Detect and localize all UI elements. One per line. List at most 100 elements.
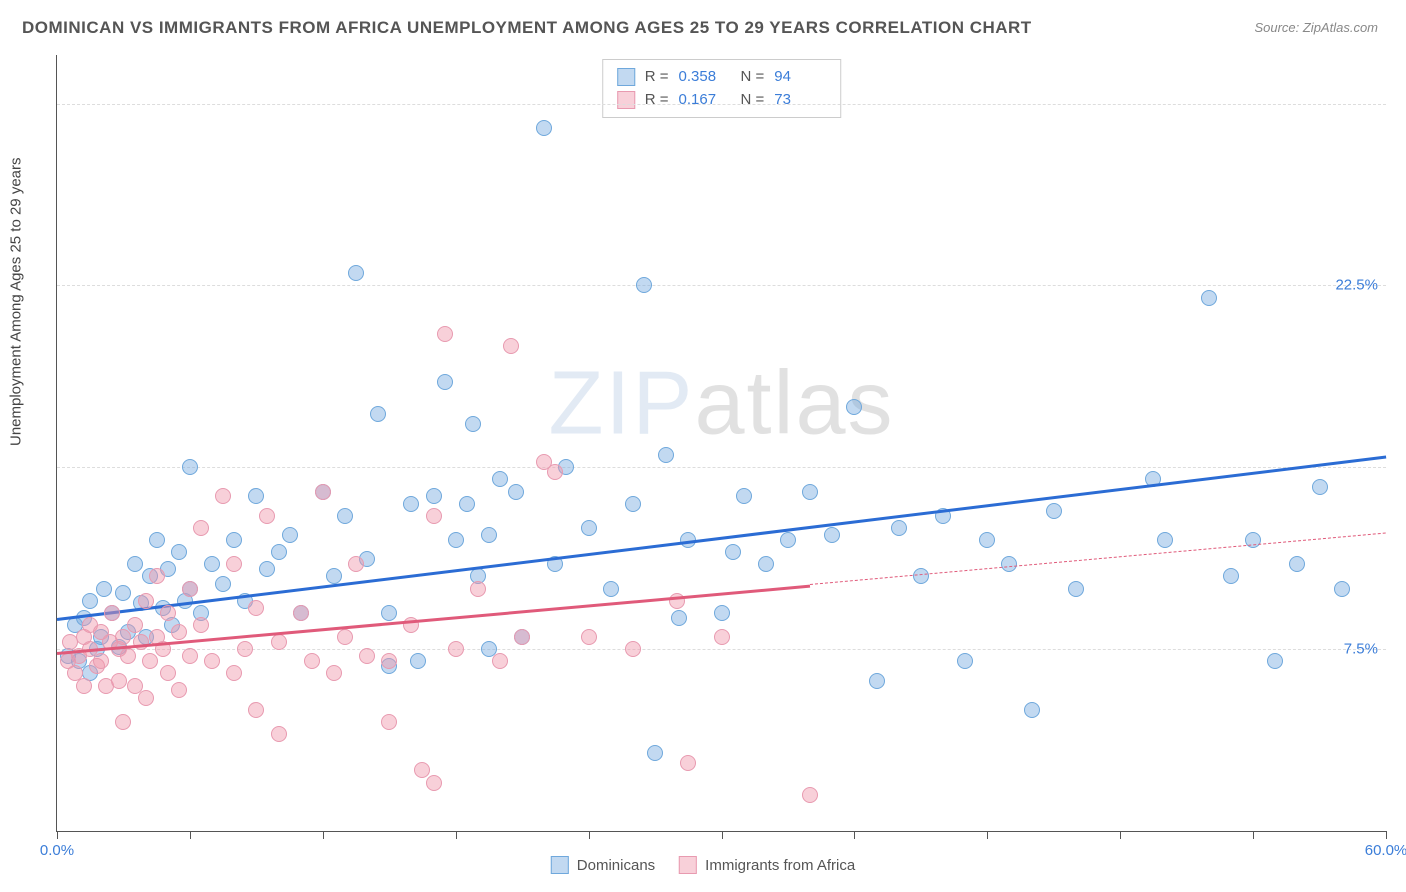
scatter-point <box>714 629 730 645</box>
scatter-point <box>426 775 442 791</box>
scatter-point <box>381 605 397 621</box>
scatter-point <box>381 653 397 669</box>
scatter-point <box>215 576 231 592</box>
scatter-point <box>680 755 696 771</box>
x-tick <box>323 831 324 839</box>
scatter-point <box>625 496 641 512</box>
scatter-point <box>76 678 92 694</box>
y-tick-label: 7.5% <box>1344 641 1378 658</box>
stats-row-1: R = 0.358 N = 94 <box>617 66 827 89</box>
scatter-point <box>437 374 453 390</box>
scatter-point <box>127 556 143 572</box>
scatter-point <box>271 634 287 650</box>
legend-label-2: Immigrants from Africa <box>705 857 855 874</box>
x-tick <box>722 831 723 839</box>
scatter-point <box>448 532 464 548</box>
scatter-point <box>171 544 187 560</box>
scatter-point <box>120 648 136 664</box>
r-label-2: R = <box>645 89 669 112</box>
watermark: ZIPatlas <box>548 353 894 456</box>
scatter-point <box>359 648 375 664</box>
scatter-point <box>93 653 109 669</box>
scatter-point <box>824 527 840 543</box>
scatter-point <box>182 648 198 664</box>
scatter-point <box>370 406 386 422</box>
scatter-point <box>802 484 818 500</box>
scatter-point <box>1267 653 1283 669</box>
x-tick-label: 0.0% <box>40 842 74 859</box>
scatter-point <box>182 459 198 475</box>
scatter-point <box>913 568 929 584</box>
source-attribution: Source: ZipAtlas.com <box>1254 20 1378 35</box>
scatter-point <box>846 399 862 415</box>
x-tick <box>987 831 988 839</box>
scatter-point <box>514 629 530 645</box>
scatter-point <box>171 682 187 698</box>
scatter-point <box>1289 556 1305 572</box>
scatter-point <box>1334 581 1350 597</box>
chart-title: DOMINICAN VS IMMIGRANTS FROM AFRICA UNEM… <box>22 18 1032 38</box>
scatter-point <box>725 544 741 560</box>
scatter-point <box>326 568 342 584</box>
watermark-atlas: atlas <box>694 354 894 454</box>
scatter-point <box>115 714 131 730</box>
scatter-point <box>127 617 143 633</box>
scatter-point <box>536 120 552 136</box>
trend-line <box>57 455 1386 620</box>
scatter-point <box>182 581 198 597</box>
scatter-point <box>337 629 353 645</box>
scatter-point <box>891 520 907 536</box>
stats-box: R = 0.358 N = 94 R = 0.167 N = 73 <box>602 59 842 118</box>
scatter-point <box>671 610 687 626</box>
n-label-2: N = <box>741 89 765 112</box>
x-tick-label: 60.0% <box>1365 842 1406 859</box>
r-value-1: 0.358 <box>679 66 731 89</box>
scatter-point <box>160 605 176 621</box>
scatter-point <box>647 745 663 761</box>
scatter-point <box>503 338 519 354</box>
scatter-point <box>293 605 309 621</box>
scatter-point <box>1046 503 1062 519</box>
scatter-point <box>259 561 275 577</box>
plot-area: ZIPatlas R = 0.358 N = 94 R = 0.167 N = … <box>56 55 1386 832</box>
scatter-point <box>204 556 220 572</box>
x-tick <box>1386 831 1387 839</box>
scatter-point <box>326 665 342 681</box>
x-tick <box>456 831 457 839</box>
scatter-point <box>437 326 453 342</box>
scatter-point <box>315 484 331 500</box>
scatter-point <box>403 496 419 512</box>
scatter-point <box>304 653 320 669</box>
scatter-point <box>115 585 131 601</box>
scatter-point <box>138 690 154 706</box>
scatter-point <box>426 508 442 524</box>
scatter-point <box>636 277 652 293</box>
scatter-point <box>348 556 364 572</box>
scatter-point <box>248 488 264 504</box>
scatter-point <box>410 653 426 669</box>
x-tick <box>854 831 855 839</box>
scatter-point <box>226 556 242 572</box>
n-value-2: 73 <box>774 89 826 112</box>
scatter-point <box>149 568 165 584</box>
n-value-1: 94 <box>774 66 826 89</box>
x-tick <box>1120 831 1121 839</box>
scatter-point <box>581 629 597 645</box>
x-tick <box>57 831 58 839</box>
legend-label-1: Dominicans <box>577 857 655 874</box>
legend-swatch-2 <box>679 856 697 874</box>
grid-line <box>57 285 1386 286</box>
scatter-point <box>625 641 641 657</box>
scatter-point <box>96 581 112 597</box>
scatter-point <box>957 653 973 669</box>
scatter-point <box>481 527 497 543</box>
scatter-point <box>160 665 176 681</box>
scatter-point <box>193 617 209 633</box>
legend-swatch-1 <box>551 856 569 874</box>
scatter-point <box>465 416 481 432</box>
scatter-point <box>547 464 563 480</box>
scatter-point <box>271 544 287 560</box>
scatter-point <box>215 488 231 504</box>
scatter-point <box>1201 290 1217 306</box>
scatter-point <box>142 653 158 669</box>
